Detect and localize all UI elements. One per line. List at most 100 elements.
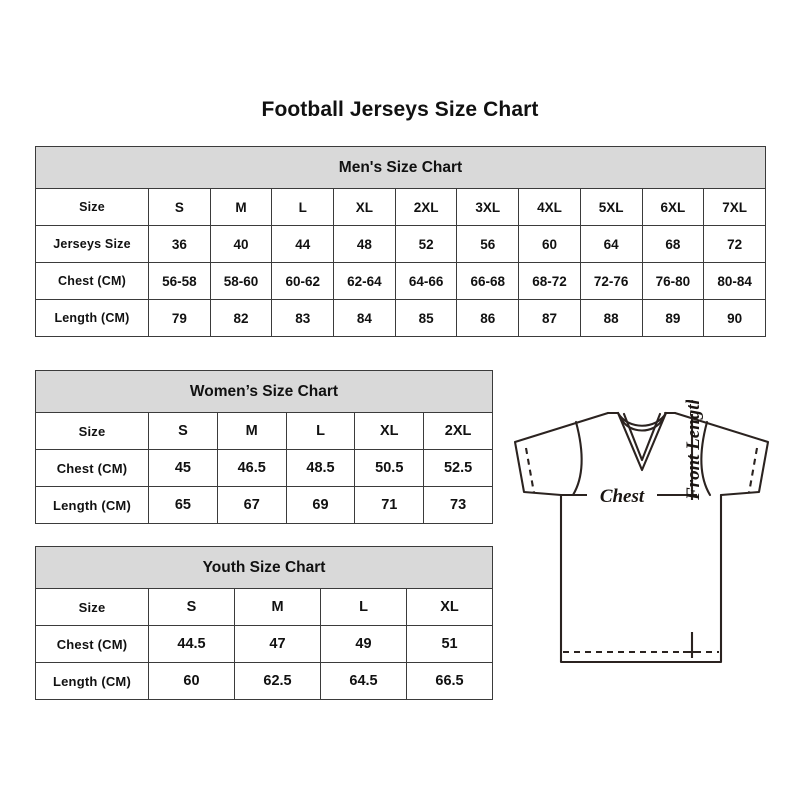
table-cell: 44	[271, 225, 335, 263]
table-cell: 69	[285, 486, 356, 524]
table-cell: 79	[148, 299, 211, 337]
table-cell: L	[320, 588, 407, 626]
table-row: Chest (CM) 56-58 58-60 60-62 62-64 64-66…	[35, 262, 767, 300]
table-cell: 88	[579, 299, 643, 337]
table-cell: M	[209, 188, 273, 226]
table-cell: 68	[641, 225, 705, 263]
jersey-left-sleeve-outline	[513, 411, 610, 497]
table-cell: XL	[333, 188, 396, 226]
table-cell: 65	[148, 486, 218, 524]
mens-table-caption: Men's Size Chart	[34, 146, 767, 189]
table-row: Chest (CM) 45 46.5 48.5 50.5 52.5	[35, 449, 493, 487]
youth-table-caption: Youth Size Chart	[34, 546, 494, 589]
table-cell: 89	[641, 299, 705, 337]
jersey-left-armhole-seam	[571, 420, 583, 497]
table-cell: 36	[148, 225, 211, 263]
table-cell: 85	[394, 299, 458, 337]
jersey-neckline-outer-v	[616, 411, 668, 472]
table-caption-row: Men's Size Chart	[34, 146, 767, 189]
table-cell: 71	[354, 486, 425, 524]
table-cell: 72-76	[579, 262, 643, 300]
table-cell: 52.5	[423, 449, 493, 487]
front-length-label: Front Length	[683, 400, 704, 501]
table-cell: 84	[333, 299, 396, 337]
table-cell: 87	[518, 299, 581, 337]
womens-table-caption: Women’s Size Chart	[35, 370, 493, 413]
jersey-left-cuff-stitch	[524, 447, 536, 494]
table-cell: 48.5	[285, 449, 356, 487]
table-cell: 46.5	[216, 449, 287, 487]
table-cell: 58-60	[209, 262, 273, 300]
table-cell: 60	[518, 225, 581, 263]
table-cell: S	[148, 188, 211, 226]
table-row: Length (CM) 79 82 83 84 85 86 87 88 89 9…	[35, 299, 767, 337]
table-cell: 60-62	[271, 262, 335, 300]
chest-label: Chest	[600, 486, 645, 507]
page-title: Football Jerseys Size Chart	[261, 98, 539, 121]
table-cell: 64-66	[394, 262, 458, 300]
table-cell: 66-68	[456, 262, 520, 300]
table-cell: XL	[405, 588, 494, 626]
jersey-collar-arc-outer	[616, 411, 668, 427]
jersey-right-sleeve-outline	[673, 411, 770, 497]
row-label: Chest (CM)	[35, 625, 149, 663]
table-row: Length (CM) 60 62.5 64.5 66.5	[35, 662, 494, 700]
row-label: Size	[35, 588, 149, 626]
jersey-body-outline	[559, 493, 723, 664]
table-cell: XL	[354, 412, 425, 450]
jersey-collar-arc-inner	[620, 418, 664, 432]
table-cell: 62-64	[333, 262, 396, 300]
row-label: Length (CM)	[35, 299, 149, 337]
table-cell: 72	[703, 225, 767, 263]
table-cell: 48	[333, 225, 396, 263]
table-cell: 86	[456, 299, 520, 337]
table-cell: 52	[394, 225, 458, 263]
table-row: Size S M L XL 2XL	[35, 412, 493, 450]
table-cell: 64.5	[320, 662, 407, 700]
table-cell: 45	[148, 449, 218, 487]
table-cell: 62.5	[234, 662, 321, 700]
row-label: Jerseys Size	[35, 225, 149, 263]
youth-size-chart-table: Youth Size Chart Size S M L XL Chest (CM…	[34, 546, 494, 700]
row-label: Chest (CM)	[35, 262, 149, 300]
row-label: Size	[35, 188, 149, 226]
jersey-neckline-inner-v	[622, 412, 662, 462]
table-row: Size S M L XL 2XL 3XL 4XL 5XL 6XL 7XL	[35, 188, 767, 226]
table-cell: 90	[703, 299, 767, 337]
v-neck-jersey-measurement-diagram: Chest Front Length	[505, 400, 790, 685]
table-cell: S	[148, 412, 218, 450]
table-cell: M	[234, 588, 321, 626]
womens-size-chart-table: Women’s Size Chart Size S M L XL 2XL Che…	[35, 370, 493, 524]
table-cell: 4XL	[518, 188, 581, 226]
table-cell: L	[271, 188, 335, 226]
table-cell: 56	[456, 225, 520, 263]
jersey-right-armhole-seam	[700, 420, 712, 497]
row-label: Size	[35, 412, 149, 450]
table-cell: 50.5	[354, 449, 425, 487]
table-row: Chest (CM) 44.5 47 49 51	[35, 625, 494, 663]
table-cell: 40	[209, 225, 273, 263]
table-cell: 73	[423, 486, 493, 524]
table-cell: 5XL	[579, 188, 643, 226]
row-label: Chest (CM)	[35, 449, 149, 487]
table-cell: 80-84	[703, 262, 767, 300]
table-cell: 82	[209, 299, 273, 337]
table-cell: 76-80	[641, 262, 705, 300]
table-cell: 64	[579, 225, 643, 263]
table-row: Jerseys Size 36 40 44 48 52 56 60 64 68 …	[35, 225, 767, 263]
row-label: Length (CM)	[35, 486, 149, 524]
table-cell: 44.5	[148, 625, 235, 663]
jersey-right-cuff-stitch	[747, 447, 759, 494]
table-cell: M	[216, 412, 287, 450]
table-cell: 68-72	[518, 262, 581, 300]
table-cell: 47	[234, 625, 321, 663]
mens-size-chart-table: Men's Size Chart Size S M L XL 2XL 3XL 4…	[34, 146, 767, 337]
table-cell: S	[148, 588, 235, 626]
table-cell: 3XL	[456, 188, 520, 226]
table-cell: 2XL	[394, 188, 458, 226]
row-label: Length (CM)	[35, 662, 149, 700]
table-row: Length (CM) 65 67 69 71 73	[35, 486, 493, 524]
table-cell: 60	[148, 662, 235, 700]
table-cell: 67	[216, 486, 287, 524]
table-cell: 83	[271, 299, 335, 337]
